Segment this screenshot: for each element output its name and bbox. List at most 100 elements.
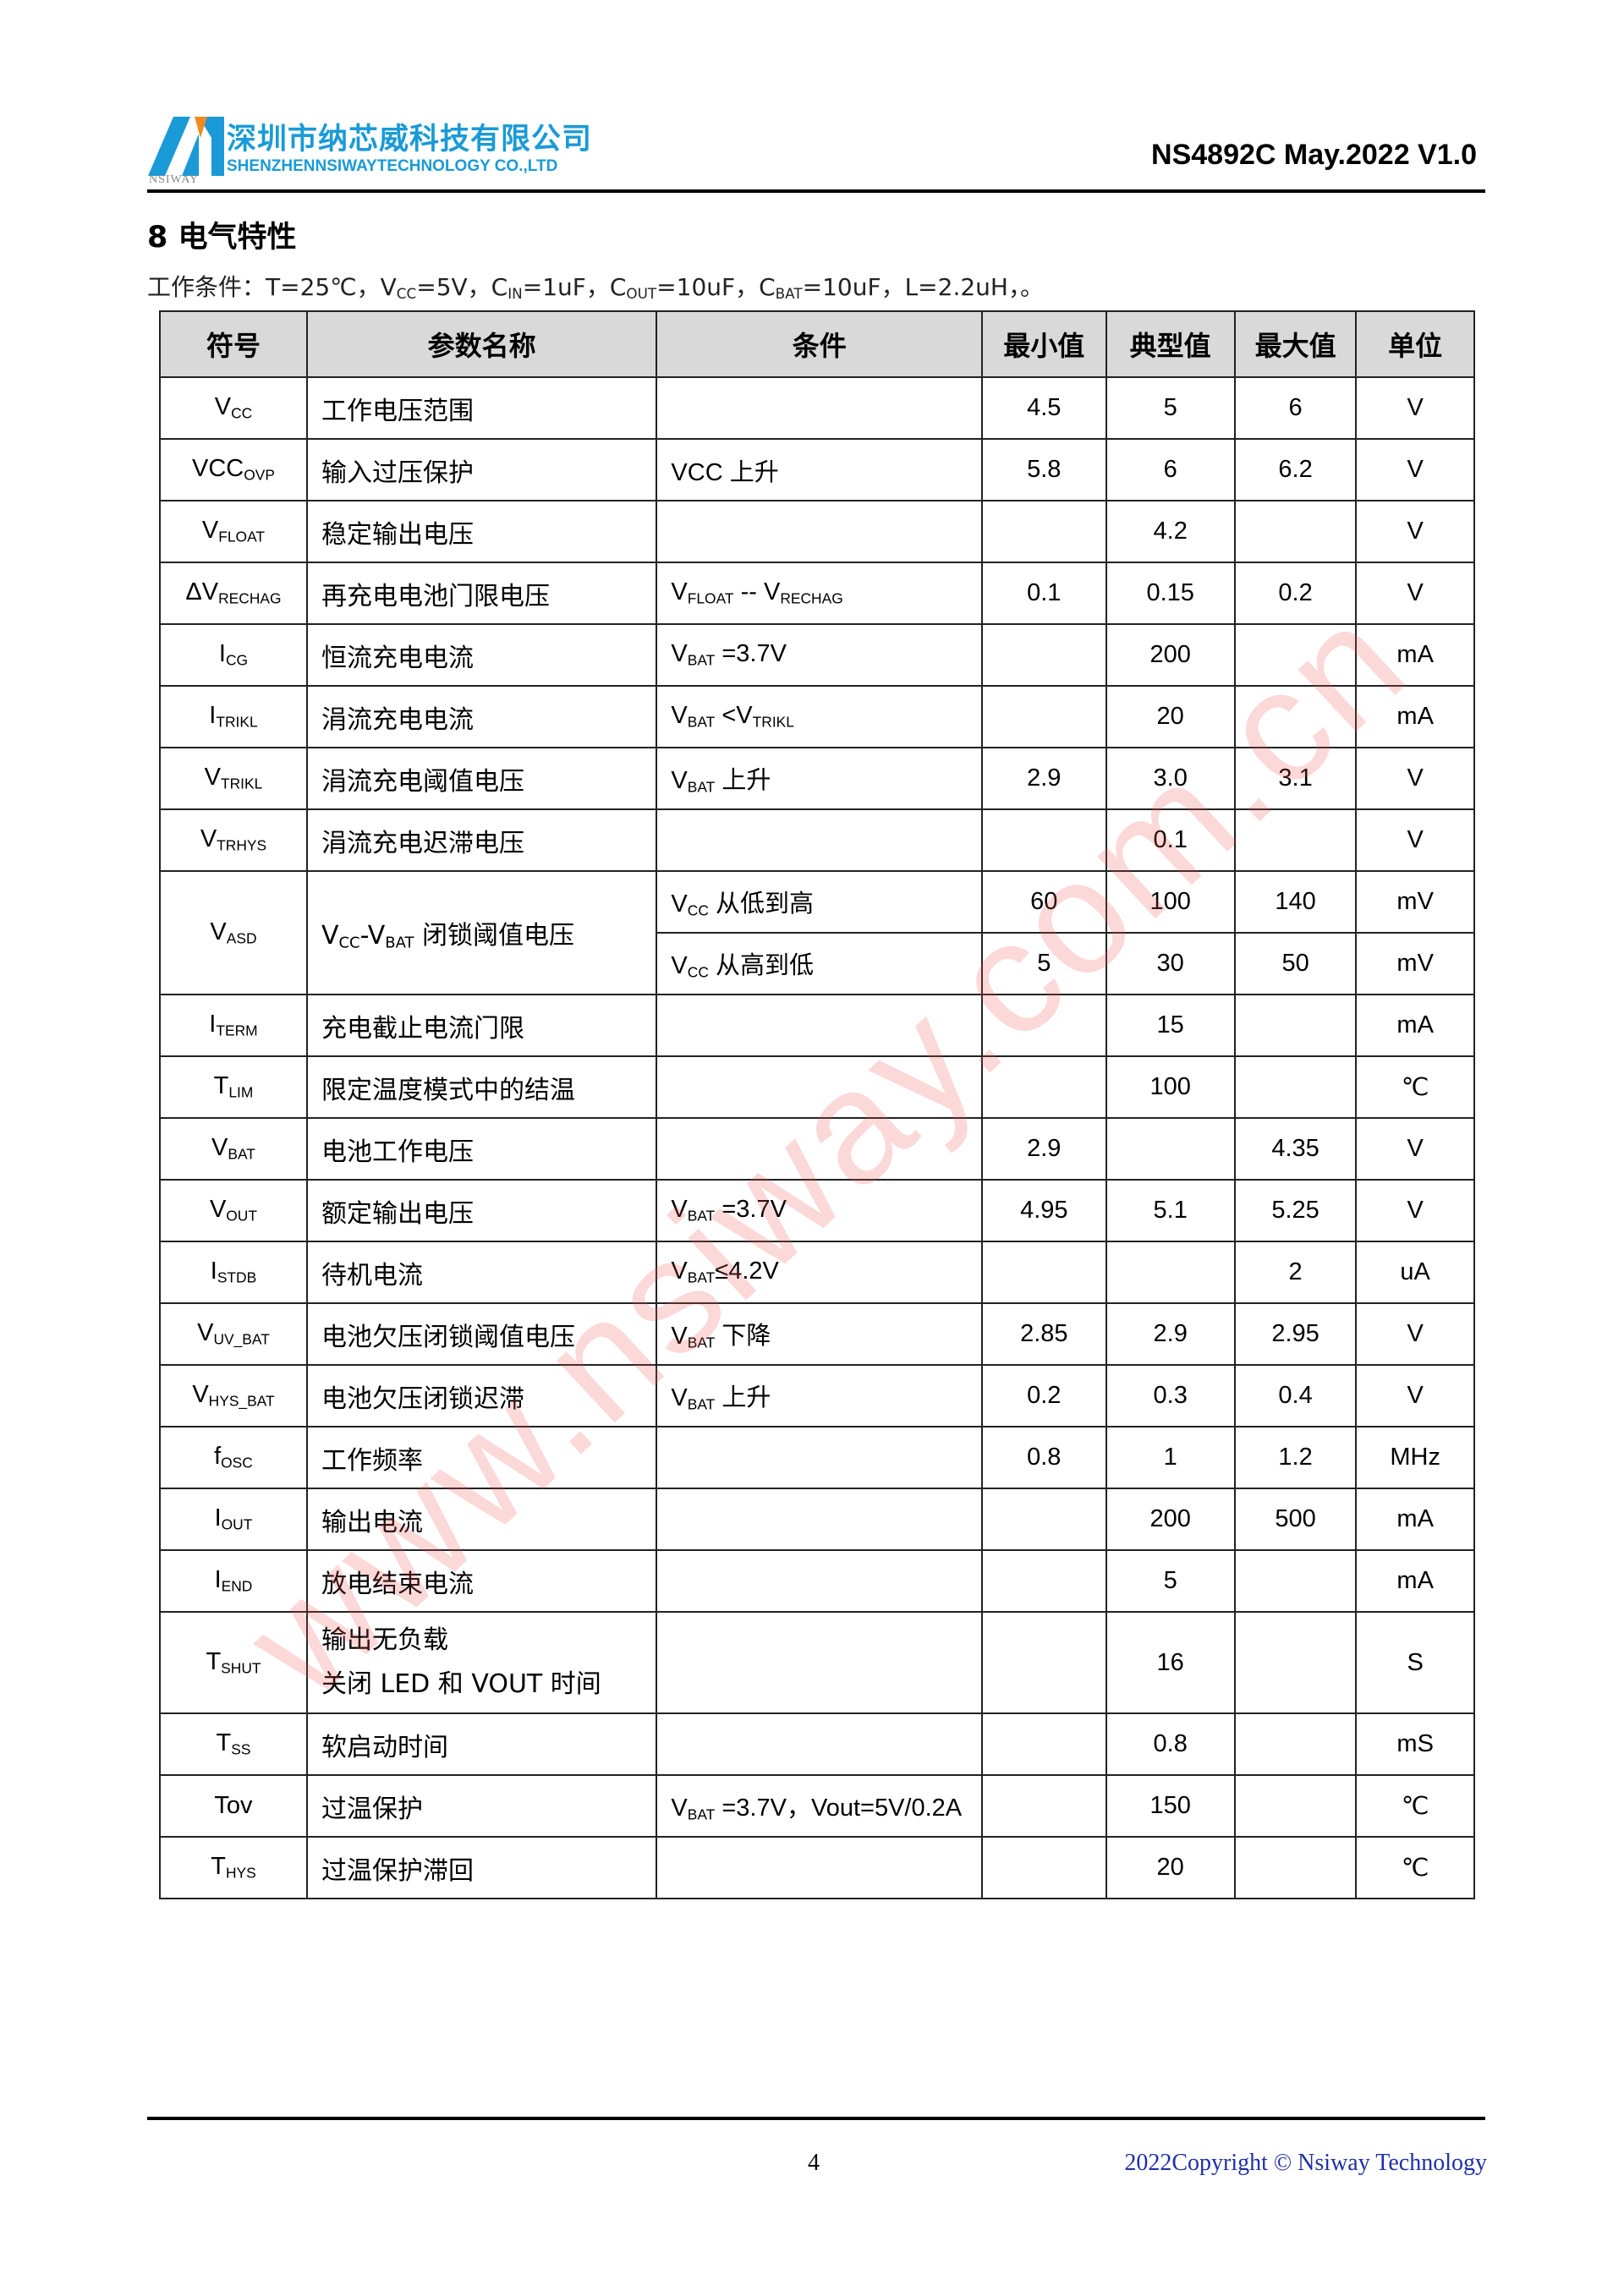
text: 上升 <box>715 767 771 795</box>
typ-cell: 200 <box>1105 623 1236 687</box>
company-name-en: SHENZHENNSIWAYTECHNOLOGY CO.,LTD <box>227 157 558 175</box>
condition-cell: VCC 从高到低 <box>656 932 984 995</box>
text: V <box>210 918 227 945</box>
name-line: 电池欠压闭锁阈值电压 <box>321 1322 575 1352</box>
symbol-cell: TLIM <box>159 1055 308 1119</box>
typ-cell: 6 <box>1105 438 1236 501</box>
min-cell <box>981 994 1107 1057</box>
table-row: IOUT 输出电流 200 500 mA <box>159 1488 1475 1551</box>
subscript: TRIKL <box>216 713 258 731</box>
text: V <box>200 825 217 853</box>
column-header: 典型值 <box>1105 310 1236 378</box>
parameter-name-cell: 稳定输出电压 <box>305 500 658 563</box>
condition-cell <box>656 376 984 440</box>
name-line: 过温保护 <box>321 1794 423 1824</box>
text: <V <box>715 702 753 730</box>
symbol-cell: THYS <box>159 1836 308 1899</box>
unit-cell: V <box>1355 562 1475 625</box>
min-cell: 2.9 <box>981 1117 1107 1181</box>
typ-cell: 15 <box>1105 994 1236 1057</box>
subscript: BAT <box>687 1334 716 1351</box>
text: I <box>209 702 217 730</box>
min-cell: 0.1 <box>981 562 1107 625</box>
parameter-name-cell: 涓流充电迟滞电压 <box>305 808 658 872</box>
table-header-row: 符号 参数名称 条件 最小值 典型值 最大值 单位 <box>159 310 1475 378</box>
max-cell <box>1233 1611 1358 1714</box>
name-line: 过温保护滞回 <box>321 1855 474 1886</box>
text: 从高到低 <box>708 952 814 980</box>
table-row: VUV_BAT 电池欠压闭锁阈值电压 VBAT 下降 2.85 2.9 2.95 V <box>159 1302 1475 1366</box>
parameter-name-cell: 电池工作电压 <box>305 1117 658 1181</box>
text: V <box>209 1196 227 1224</box>
subscript: CC <box>338 934 360 952</box>
condition-cell: VBAT =3.7V <box>656 1179 984 1242</box>
min-cell <box>981 1836 1107 1899</box>
text: 闭锁阈值电压 <box>414 920 575 951</box>
table-row: ΔVRECHAG 再充电电池门限电压 VFLOAT -- VRECHAG 0.1 0.1… <box>159 562 1475 625</box>
max-cell <box>1233 1774 1358 1838</box>
name-line: 恒流充电电流 <box>321 643 474 673</box>
symbol-cell: TSHUT <box>159 1611 308 1714</box>
typ-cell: 0.15 <box>1105 562 1236 625</box>
text: V <box>204 764 221 792</box>
max-cell <box>1233 808 1358 872</box>
max-cell: 5.25 <box>1233 1179 1358 1242</box>
symbol-cell: ITRIKL <box>159 685 308 748</box>
table-row: TSS 软启动时间 0.8 mS <box>159 1712 1475 1776</box>
table-row: IEND 放电结束电流 5 mA <box>159 1549 1475 1613</box>
typ-cell: 2.9 <box>1105 1302 1236 1366</box>
table-row: TSHUT 输出无负载 关闭 LED 和 VOUT 时间 16 S <box>159 1611 1475 1714</box>
unit-cell: mA <box>1355 623 1475 687</box>
text: ΔV <box>185 578 219 606</box>
typ-cell: 5 <box>1105 1549 1236 1613</box>
company-name-cn: 深圳市纳芯威科技有限公司 <box>227 123 593 156</box>
typ-cell: 20 <box>1105 1836 1236 1899</box>
text: Tov <box>214 1792 253 1819</box>
subscript: FLOAT <box>687 589 734 607</box>
unit-cell: mA <box>1355 994 1475 1057</box>
subscript: IN <box>508 285 523 303</box>
max-cell: 0.4 <box>1233 1364 1358 1427</box>
min-cell <box>981 1774 1107 1838</box>
parameter-name-cell: 额定输出电压 <box>305 1179 658 1242</box>
text: 工作条件：T=25℃，V <box>147 273 397 301</box>
table-row: Tov 过温保护 VBAT =3.7V，Vout=5V/0.2A 150 ℃ <box>159 1774 1475 1838</box>
unit-cell: mA <box>1355 685 1475 748</box>
typ-cell: 30 <box>1105 932 1236 995</box>
unit-cell: ℃ <box>1355 1836 1475 1899</box>
typ-cell: 1 <box>1105 1426 1236 1489</box>
footer-divider <box>147 2117 1485 2120</box>
unit-cell: V <box>1355 747 1475 810</box>
condition-cell <box>656 1836 984 1899</box>
unit-cell: V <box>1355 1117 1475 1181</box>
text: V <box>321 920 339 951</box>
text: 上升 <box>715 1384 771 1412</box>
condition-cell: VBAT <VTRIKL <box>656 685 984 748</box>
table-row: VCC 工作电压范围 4.5 5 6 V <box>159 376 1475 440</box>
min-cell <box>981 1549 1107 1613</box>
unit-cell: V <box>1355 1364 1475 1427</box>
unit-cell: mV <box>1355 870 1475 934</box>
text: f <box>214 1443 222 1471</box>
subscript: BAT <box>775 285 803 303</box>
unit-cell: mA <box>1355 1488 1475 1551</box>
max-cell: 140 <box>1233 870 1358 934</box>
parameter-name-cell: 电池欠压闭锁阈值电压 <box>305 1302 658 1366</box>
unit-cell: V <box>1355 1302 1475 1366</box>
condition-cell <box>656 808 984 872</box>
max-cell: 50 <box>1233 932 1358 995</box>
parameter-name-cell: 待机电流 <box>305 1241 658 1304</box>
symbol-cell: ICG <box>159 623 308 687</box>
table-row: TLIM 限定温度模式中的结温 100 ℃ <box>159 1055 1475 1119</box>
typ-cell: 0.1 <box>1105 808 1236 872</box>
condition-cell: VBAT≤4.2V <box>656 1241 984 1304</box>
name-line: 涓流充电电流 <box>321 704 474 735</box>
text: V <box>192 1381 209 1409</box>
parameter-name-cell: 电池欠压闭锁迟滞 <box>305 1364 658 1427</box>
subscript: HYS <box>225 1864 256 1882</box>
name-line: 再充电电池门限电压 <box>321 581 550 611</box>
typ-cell: 4.2 <box>1105 500 1236 563</box>
subscript: HYS_BAT <box>208 1392 275 1410</box>
min-cell: 5 <box>981 932 1107 995</box>
condition-cell: VBAT 上升 <box>656 1364 984 1427</box>
